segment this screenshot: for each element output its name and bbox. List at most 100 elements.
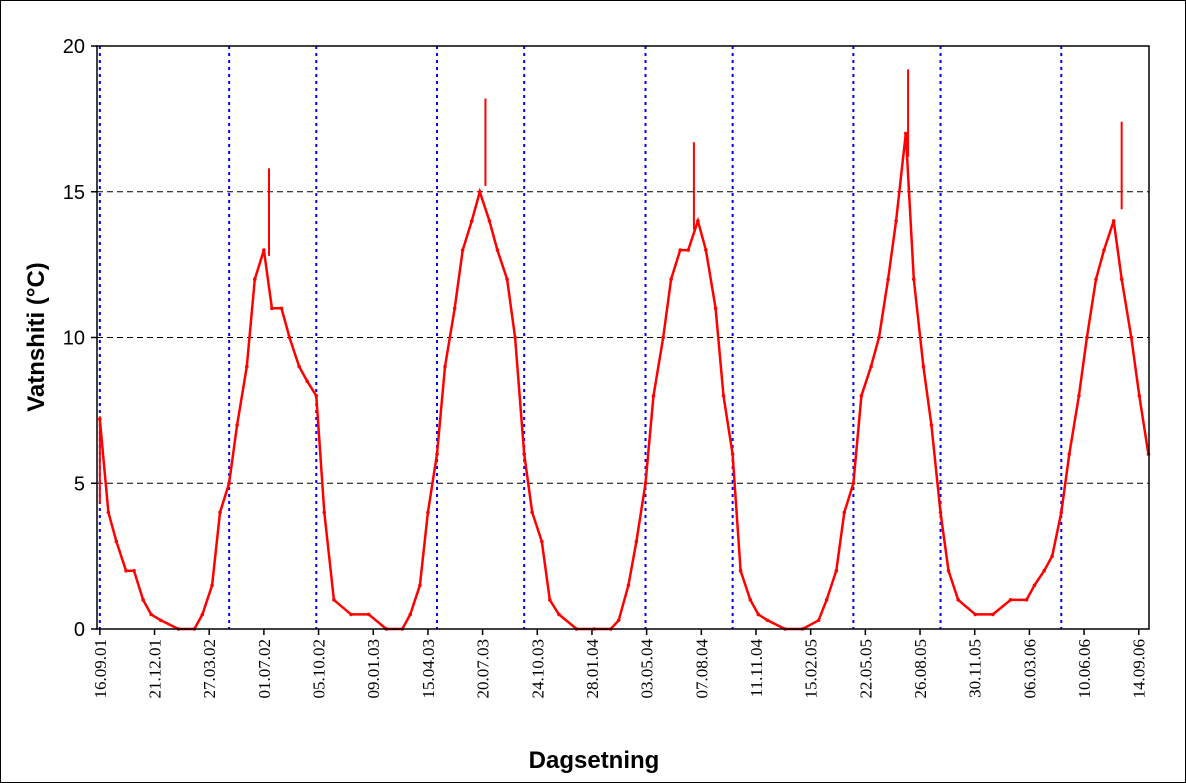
x-ticks: 16.09.01 21.12.01 27.03.02 01.07.02 05.10.02…	[91, 629, 1149, 699]
data-point	[452, 306, 457, 311]
data-point	[469, 219, 474, 223]
data-point	[869, 364, 873, 369]
data-point	[426, 510, 430, 515]
data-point	[911, 277, 916, 282]
data-point	[748, 598, 753, 602]
data-point	[756, 612, 761, 617]
data-point	[1008, 598, 1013, 602]
x-tick-label: 26.08.05	[911, 639, 930, 699]
data-point	[114, 539, 119, 544]
x-tick-label: 10.06.06	[1075, 639, 1094, 699]
data-point	[696, 219, 700, 223]
data-point	[227, 481, 231, 486]
data-point	[1137, 394, 1142, 398]
data-point	[314, 394, 319, 398]
data-point	[765, 618, 770, 623]
data-point	[435, 452, 439, 456]
data-point	[903, 131, 908, 136]
x-tick-label: 20.07.03	[474, 639, 493, 699]
data-point	[1059, 510, 1064, 515]
data-point	[1067, 452, 1072, 456]
data-point	[634, 539, 639, 544]
data-point	[1094, 277, 1098, 282]
data-point	[495, 248, 500, 252]
data-point	[686, 248, 691, 252]
x-tick-label: 15.04.03	[419, 639, 438, 699]
data-point	[946, 568, 951, 573]
data-point	[661, 335, 665, 340]
data-point	[1077, 394, 1081, 398]
y-axis-title: Vatnshiti (°C)	[23, 262, 50, 412]
data-point	[1032, 583, 1037, 588]
data-point	[252, 277, 257, 282]
data-point	[522, 452, 526, 456]
data-point	[1129, 335, 1134, 340]
data-point	[158, 618, 163, 623]
data-point	[149, 612, 153, 617]
x-tick-label: 09.01.03	[364, 639, 383, 699]
data-point	[124, 568, 128, 573]
x-tick-label: 11.11.04	[747, 639, 766, 698]
data-point	[616, 618, 621, 623]
data-point	[842, 510, 847, 515]
x-tick-label: 30.11.05	[966, 639, 985, 698]
series-line	[98, 133, 1150, 631]
data-point	[210, 583, 214, 588]
data-point	[270, 306, 274, 311]
data-point	[730, 452, 735, 456]
data-point	[991, 612, 995, 617]
data-point	[418, 583, 422, 588]
data-point	[678, 248, 683, 252]
x-tick-label: 01.07.02	[255, 639, 274, 699]
x-tick-label: 05.10.02	[310, 639, 329, 699]
data-point	[886, 277, 890, 282]
data-point	[540, 539, 544, 544]
data-point	[626, 583, 631, 588]
data-point	[332, 598, 336, 602]
data-point	[643, 481, 648, 486]
data-point	[834, 568, 839, 573]
data-point	[1024, 598, 1029, 602]
y-tick-label: 10	[63, 328, 85, 350]
data-point	[1119, 277, 1124, 282]
data-point	[929, 423, 934, 427]
y-tick-label: 0	[74, 619, 85, 641]
data-point	[132, 568, 136, 573]
data-point	[938, 510, 943, 515]
data-point	[1111, 219, 1116, 223]
data-point	[366, 612, 371, 617]
x-tick-label: 07.08.04	[692, 639, 711, 699]
x-tick-label: 03.05.04	[638, 639, 657, 699]
data-point	[851, 481, 856, 486]
data-point	[1042, 568, 1046, 573]
y-tick-label: 20	[63, 36, 85, 58]
data-point	[956, 598, 960, 602]
data-point	[262, 248, 266, 252]
data-point	[141, 598, 145, 602]
x-tick-label: 22.05.05	[856, 639, 875, 699]
series-layer	[98, 69, 1151, 631]
data-point	[530, 510, 534, 515]
data-point	[477, 189, 482, 194]
y-tick-label: 5	[74, 473, 85, 495]
data-point	[824, 598, 829, 602]
x-tick-label: 16.09.01	[91, 639, 110, 699]
y-ticks: 0 5 10 15 20	[63, 36, 97, 641]
data-point	[1102, 248, 1106, 252]
data-point	[721, 394, 726, 398]
data-point	[244, 364, 249, 369]
data-point	[279, 306, 284, 311]
x-tick-label: 28.01.04	[583, 639, 602, 699]
data-point	[287, 335, 292, 340]
x-tick-label: 14.09.06	[1130, 639, 1149, 699]
data-point	[505, 277, 509, 282]
data-point	[322, 510, 327, 515]
data-point	[1050, 554, 1054, 558]
data-point	[738, 568, 743, 573]
data-point	[557, 612, 561, 617]
season-markers	[98, 46, 1063, 629]
data-point	[460, 248, 465, 252]
x-tick-label: 15.02.05	[802, 639, 821, 699]
data-point	[877, 335, 881, 340]
